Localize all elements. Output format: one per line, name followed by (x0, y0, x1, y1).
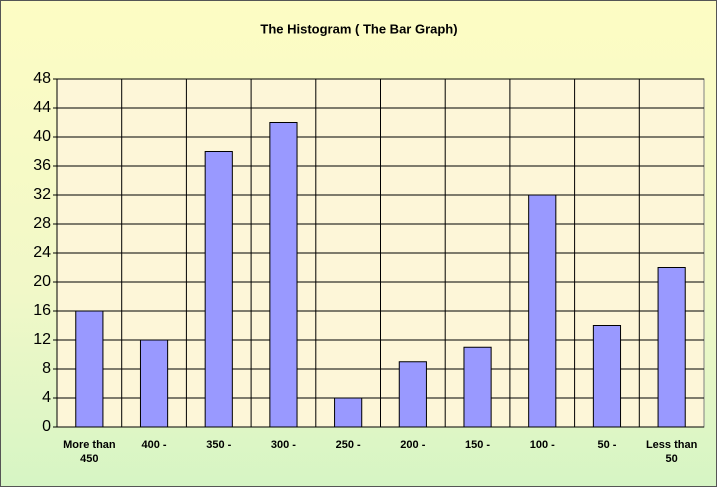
bar (204, 151, 233, 428)
y-tick-label: 24 (33, 244, 51, 261)
x-tick-label: 350 - (206, 439, 232, 451)
x-tick-label: Less than 50 (645, 439, 698, 465)
x-tick-label: 150 - (465, 439, 491, 451)
bar (528, 194, 557, 428)
y-tick-label: 28 (33, 215, 51, 232)
x-tick-label: More than 450 (63, 439, 116, 465)
y-tick-label: 44 (33, 99, 51, 116)
y-tick-label: 32 (33, 186, 51, 203)
x-tick-label: 200 - (400, 439, 426, 451)
y-tick-label: 40 (33, 128, 51, 145)
bar (139, 339, 169, 428)
y-tick-label: 0 (42, 418, 51, 435)
y-tick-label: 20 (33, 273, 51, 290)
y-tick-label: 4 (42, 389, 51, 406)
x-tick-label: 250 - (335, 439, 361, 451)
bar (463, 346, 492, 428)
y-tick-label: 16 (33, 302, 51, 319)
chart-title: The Histogram ( The Bar Graph) (260, 21, 457, 36)
bar (334, 397, 363, 428)
x-tick-label: 300 - (270, 439, 296, 451)
y-tick-label: 36 (33, 157, 51, 174)
x-tick-label: 100 - (529, 439, 555, 451)
y-tick-label: 48 (33, 70, 51, 87)
bar (269, 122, 298, 428)
bar (398, 361, 427, 428)
y-tick-label: 12 (33, 331, 51, 348)
bar (657, 267, 686, 428)
bar (75, 310, 104, 428)
bar (592, 325, 622, 428)
x-tick-label: 50 - (597, 439, 617, 451)
y-tick-label: 8 (42, 360, 51, 377)
x-tick-label: 400 - (141, 439, 167, 451)
